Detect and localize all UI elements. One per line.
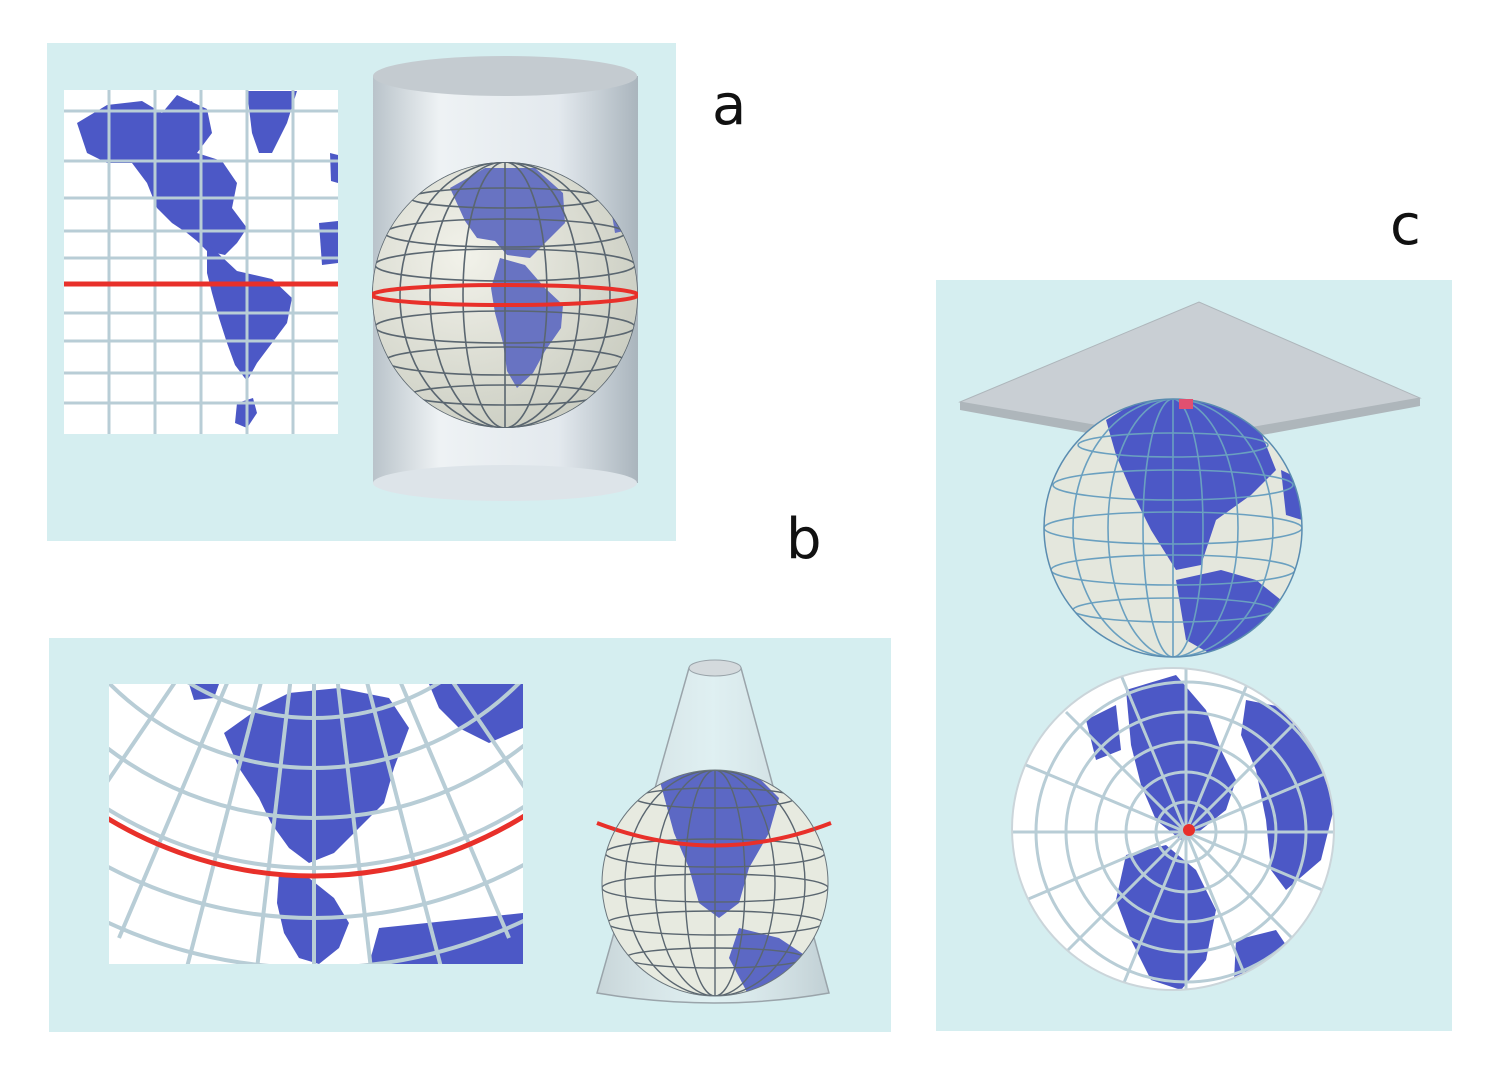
cylinder-projection-diagram	[64, 56, 638, 501]
tangent-line	[372, 283, 638, 307]
standard-parallel-line	[109, 813, 523, 879]
label-a: a	[712, 73, 747, 138]
azimuthal-flat-map	[1011, 667, 1335, 991]
label-c: c	[1390, 193, 1421, 258]
cylindrical-flat-map	[64, 90, 338, 434]
conic-flat-map	[109, 684, 523, 964]
cylinder-with-globe	[372, 56, 638, 501]
cone-with-globe	[596, 659, 832, 1004]
pole-point-marker	[1183, 824, 1195, 836]
plane-projection-diagram	[958, 301, 1422, 991]
cone-projection-diagram	[109, 659, 832, 1004]
label-b: b	[786, 507, 822, 572]
cone-tangent-line	[596, 821, 832, 848]
cylindrical-projection-panel	[47, 43, 676, 541]
plane-with-globe	[958, 301, 1422, 658]
tangent-point-marker	[1179, 399, 1193, 409]
conic-projection-panel	[49, 638, 891, 1032]
azimuthal-projection-panel	[936, 280, 1452, 1031]
